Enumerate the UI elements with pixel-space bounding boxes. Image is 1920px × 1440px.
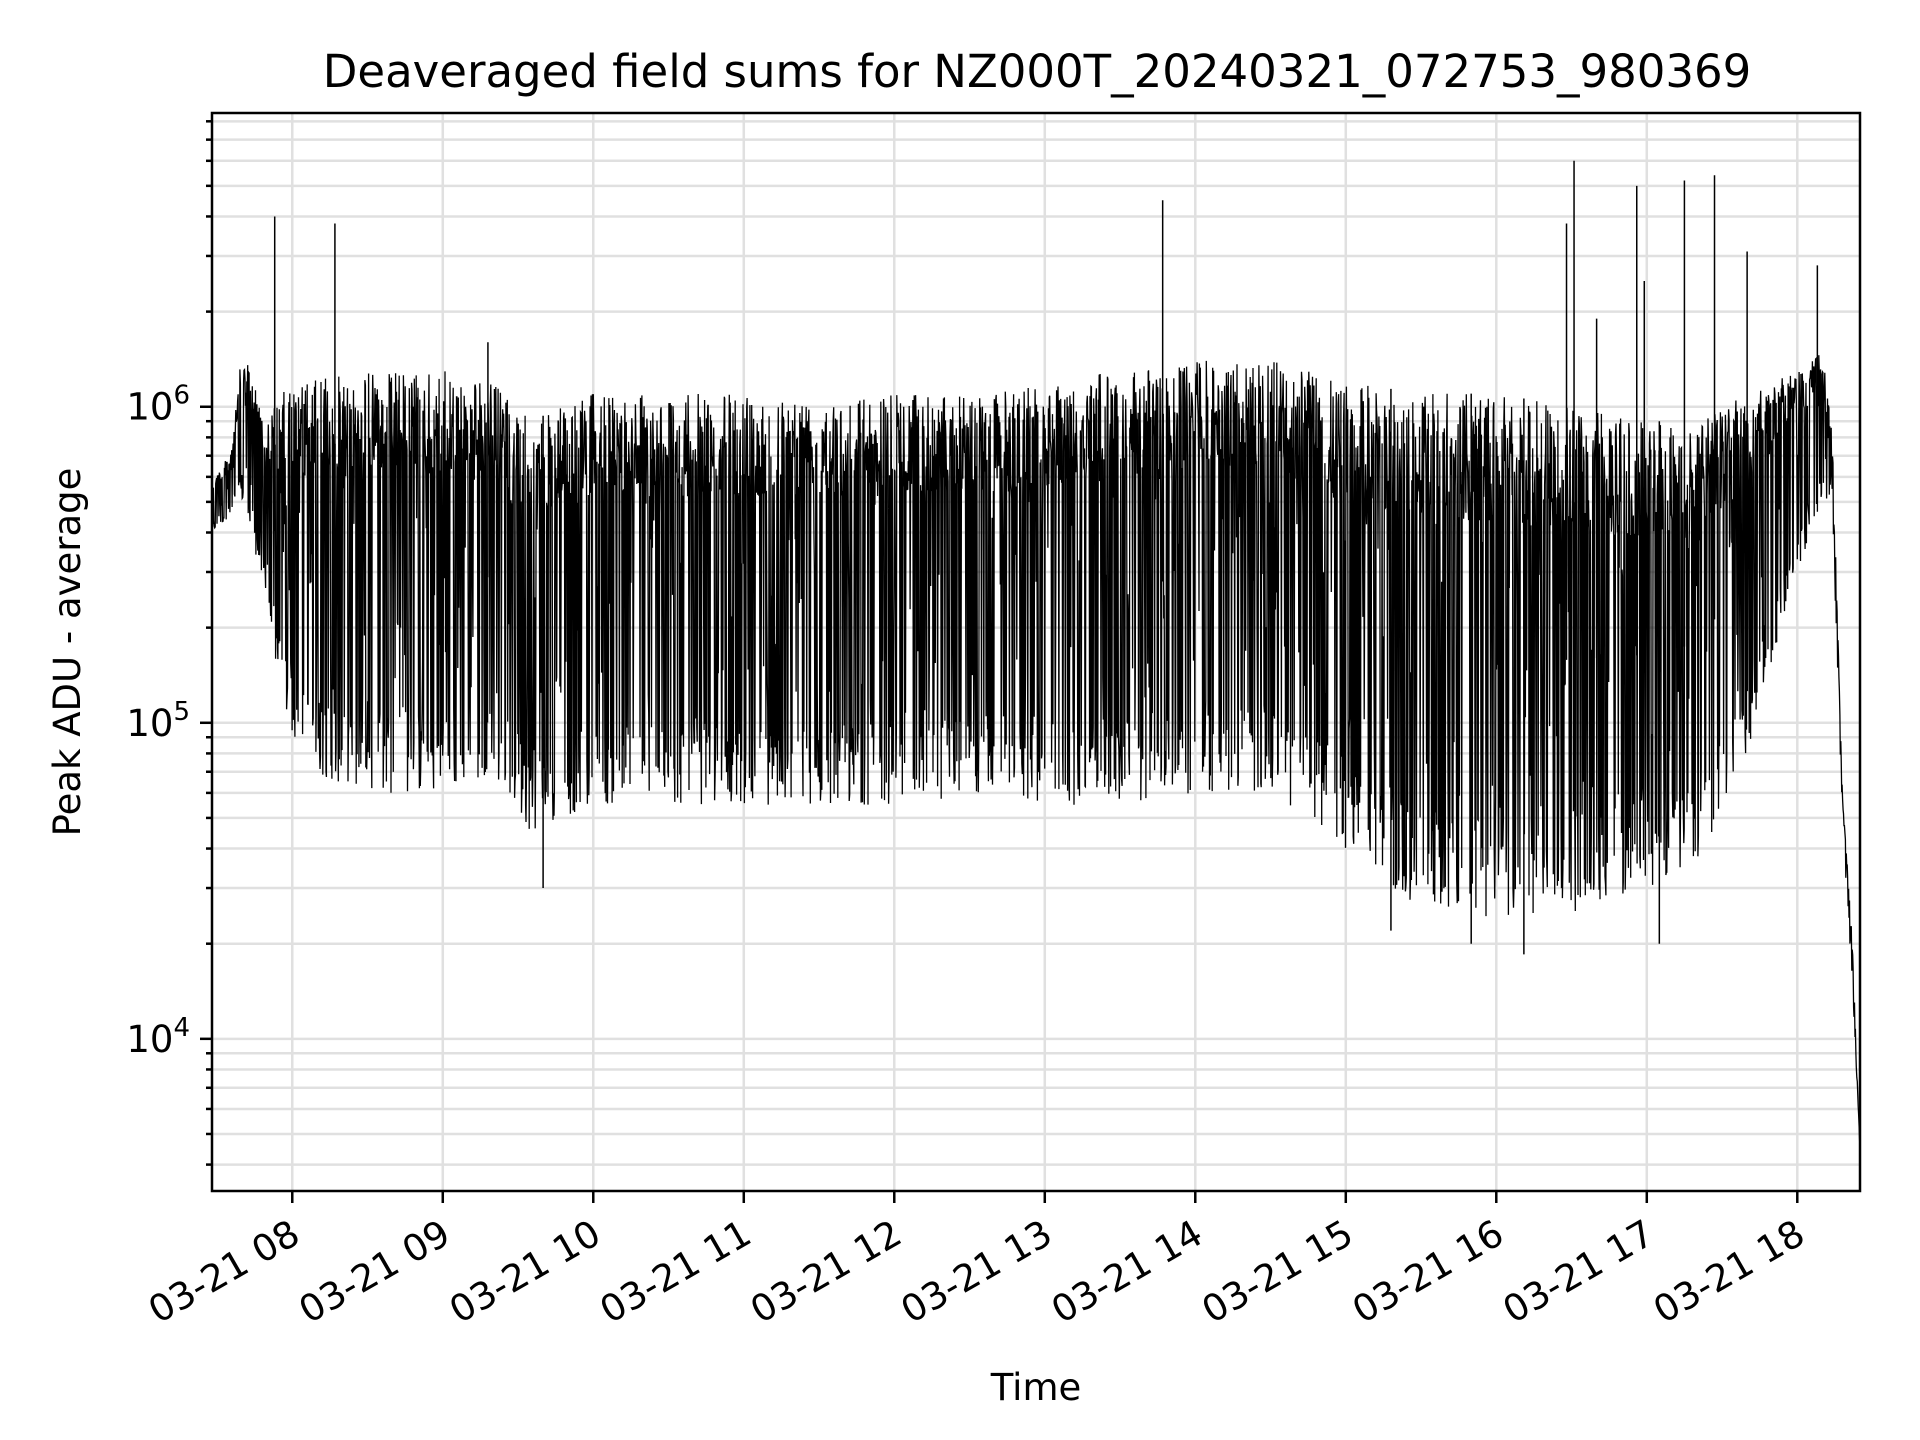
series-line (211, 355, 1861, 1149)
chart-title: Deaveraged field sums for NZ000T_2024032… (323, 45, 1752, 98)
plot-frame (210, 111, 1862, 1193)
y-axis-label: Peak ADU - average (46, 468, 89, 837)
y-tick-label: 104 (126, 1013, 190, 1061)
x-axis-label: Time (990, 1366, 1082, 1409)
plot-area (211, 160, 1861, 1149)
y-tick-label: 105 (126, 697, 190, 745)
y-tick-label: 106 (126, 381, 190, 429)
